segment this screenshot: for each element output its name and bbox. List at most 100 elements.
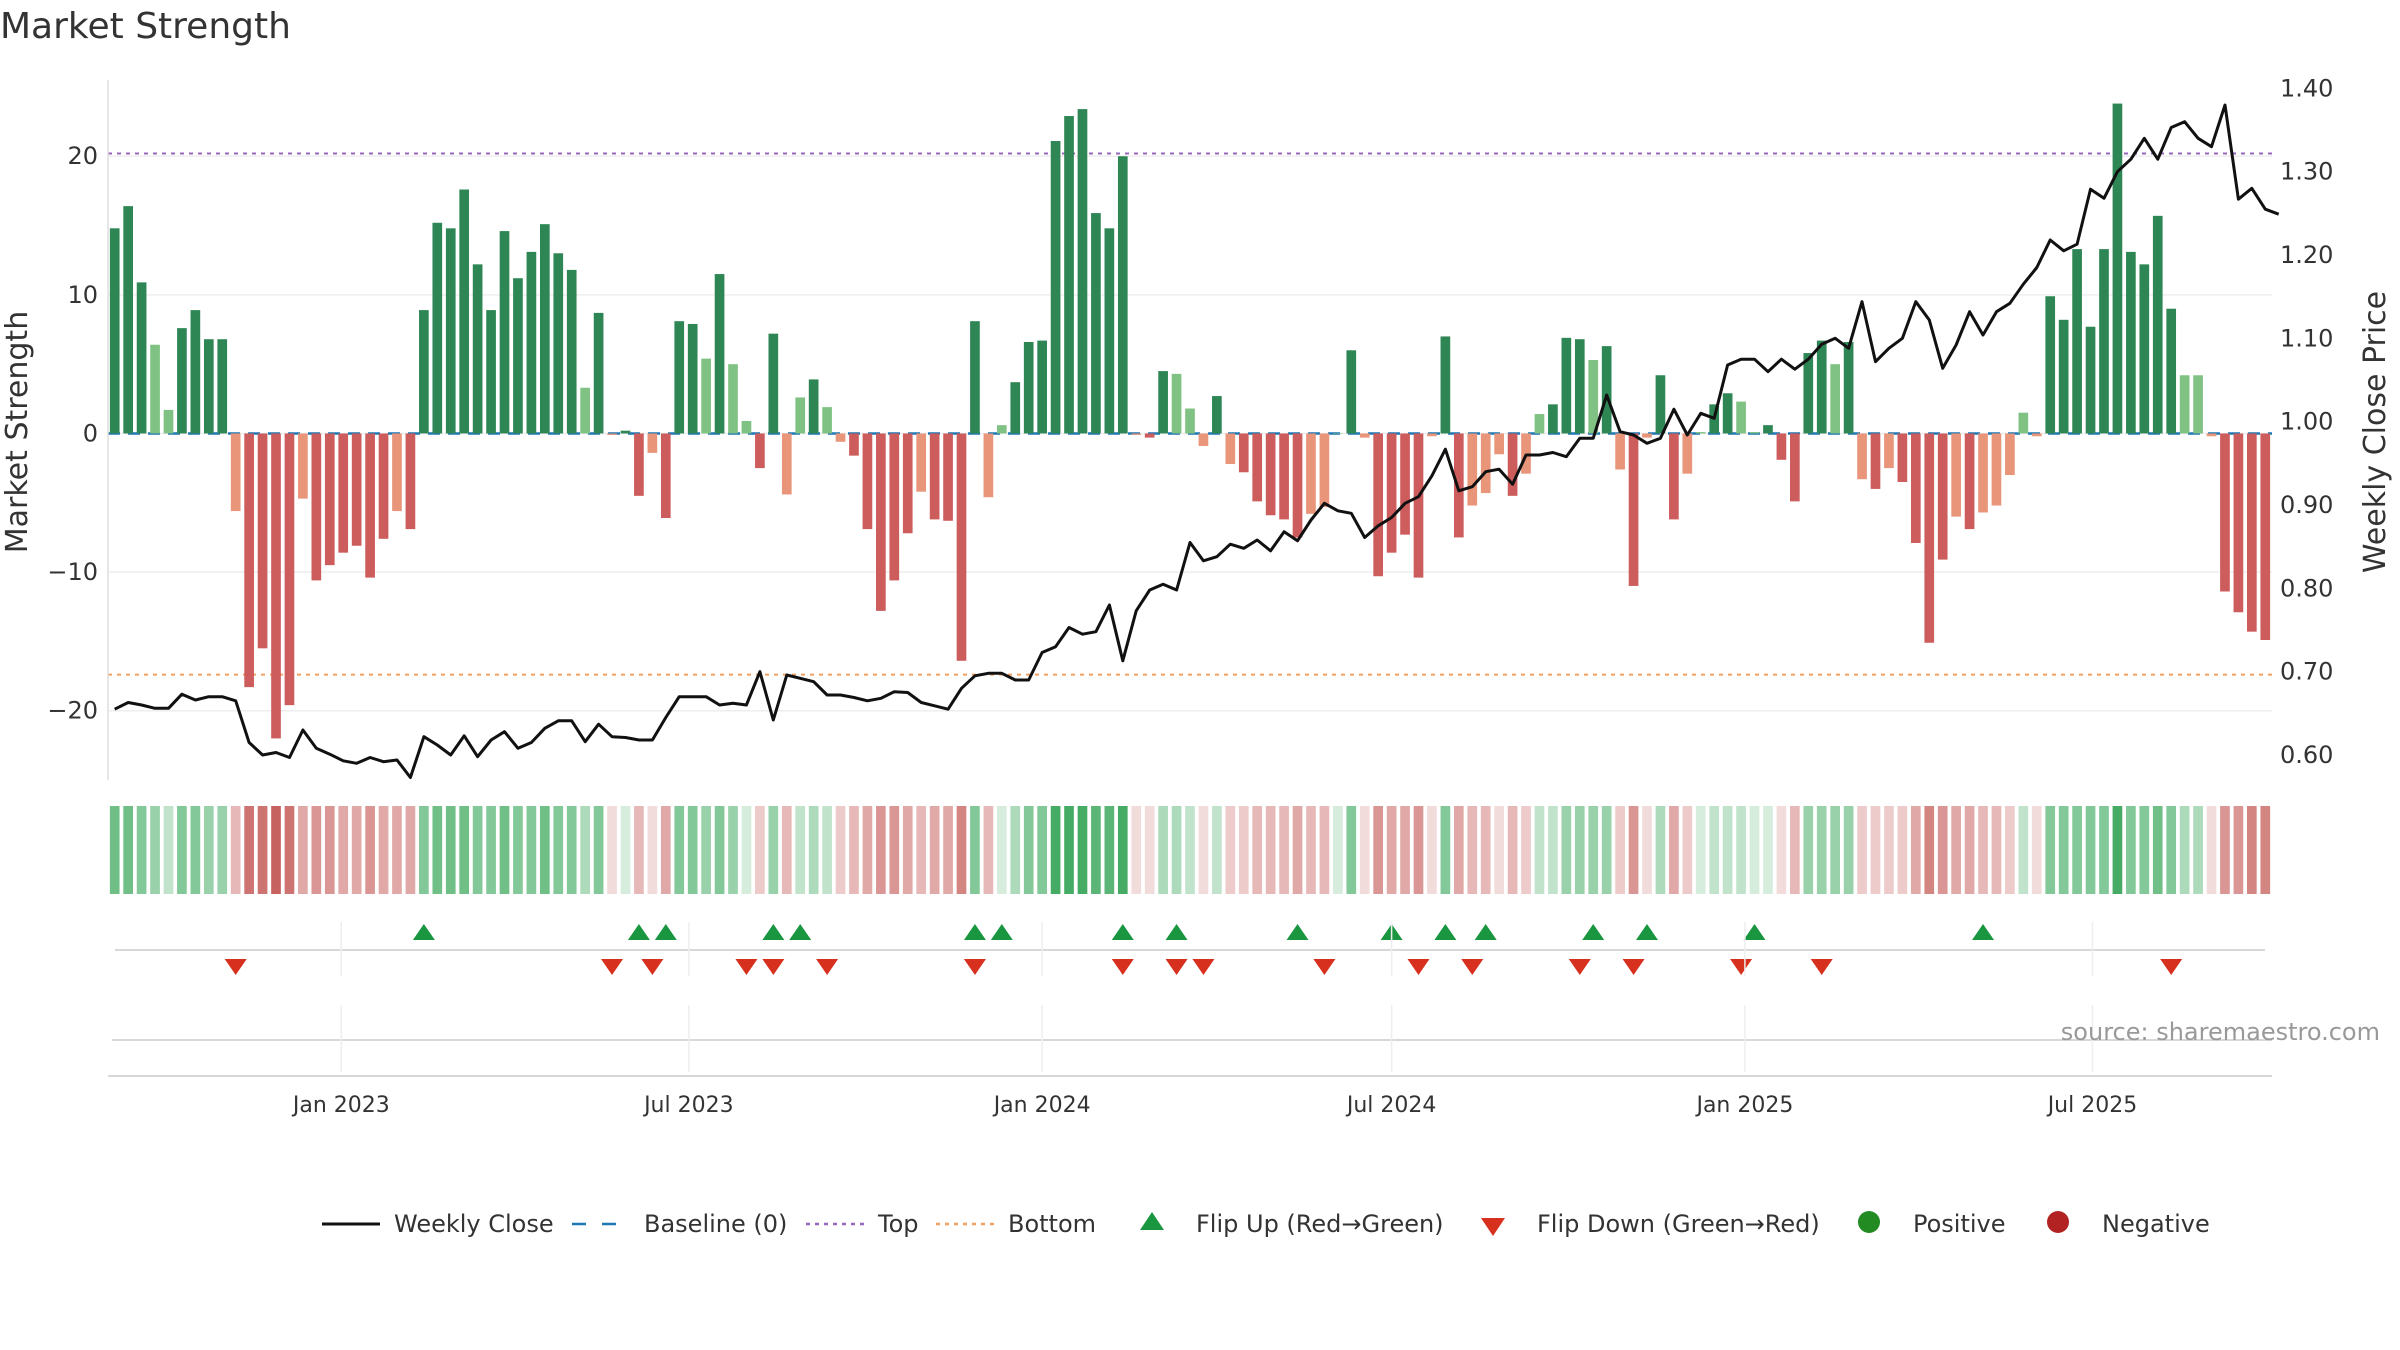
y-right-tick-label: 1.00 [2280, 408, 2333, 436]
strength-bar [620, 430, 631, 434]
strength-bar [1749, 432, 1760, 434]
strength-bar [1910, 433, 1921, 543]
legend-swatch [1481, 1218, 1505, 1236]
heat-cell [257, 806, 268, 894]
strength-bar [808, 379, 819, 434]
heat-cell [1319, 806, 1330, 894]
strength-bar [1171, 373, 1182, 434]
strength-bars [109, 103, 2271, 739]
strength-bar [419, 310, 429, 434]
heat-cell [1978, 806, 1988, 894]
strength-bar [338, 433, 349, 553]
heat-cell [1453, 806, 1464, 894]
strength-bar [1198, 433, 1209, 446]
strength-bar [593, 312, 604, 434]
strength-bar [365, 433, 375, 578]
strength-bar [2193, 375, 2203, 434]
heat-cell [2072, 806, 2082, 894]
flip-up-marker [762, 924, 785, 940]
heat-cell [1601, 806, 1612, 894]
heat-cell [1951, 806, 1961, 894]
strength-bar [1104, 228, 1115, 434]
heat-cell [2206, 806, 2217, 894]
strength-bar [1037, 340, 1047, 434]
heat-cell [1010, 806, 1021, 894]
strength-bar [1843, 341, 1854, 434]
strength-bar [862, 433, 873, 530]
flip-up-marker [1434, 924, 1457, 940]
flip-down-marker [1165, 959, 1188, 975]
heat-cell [163, 806, 174, 894]
heat-cell [1655, 806, 1666, 894]
heat-cell [1615, 806, 1625, 894]
strength-bar [2126, 251, 2136, 434]
heat-cell [1144, 806, 1155, 894]
heat-cell [445, 806, 456, 894]
heat-cell [351, 806, 362, 894]
heat-cell [1924, 806, 1935, 894]
strength-bar [1480, 433, 1491, 494]
heat-cell [1534, 806, 1545, 894]
heat-cell [1037, 806, 1047, 894]
strength-bar [177, 328, 187, 434]
strength-bar [1144, 433, 1155, 438]
legend-swatch [1858, 1211, 1880, 1233]
strength-bar [1494, 433, 1504, 455]
flip-down-marker [641, 959, 664, 975]
x-tick-label: Jul 2025 [2046, 1093, 2138, 1118]
flip-down-marker [762, 959, 785, 975]
strength-bar [378, 433, 389, 539]
heat-cell [1991, 806, 2002, 894]
strength-bar [1588, 360, 1599, 434]
heat-cell [1709, 806, 1720, 894]
strength-bar [755, 433, 765, 469]
strength-bar [1763, 425, 1773, 434]
heat-cell [755, 806, 765, 894]
heat-cell [580, 806, 590, 894]
strength-bar [1655, 375, 1666, 434]
strength-bar [1440, 336, 1451, 434]
flip-up-marker [627, 924, 650, 940]
heat-cell [2220, 806, 2230, 894]
heat-cell [1158, 806, 1168, 894]
heat-cell [781, 806, 792, 894]
heat-cell [1628, 806, 1639, 894]
heat-cell [217, 806, 228, 894]
y-left-tick-label: −20 [47, 697, 98, 725]
strength-bar [1937, 433, 1948, 560]
axes-layer: −20 −10 0 10 20 0.60 0.70 0.80 0.90 1.00 1.10 1.20 1… [47, 74, 2333, 780]
strength-bar [1467, 433, 1478, 506]
heat-cell [943, 806, 953, 894]
strength-bar [553, 253, 564, 434]
strength-bar [2246, 433, 2257, 632]
y-right-tick-label: 1.40 [2280, 74, 2333, 102]
heat-cell [2233, 806, 2244, 894]
heat-cell [1736, 806, 1746, 894]
legend-label: Negative [2102, 1210, 2210, 1238]
strength-bar [150, 344, 160, 434]
strength-bar [539, 224, 550, 434]
heat-cell [1494, 806, 1504, 894]
legend-label: Weekly Close [394, 1210, 554, 1238]
flip-down-marker [1730, 959, 1753, 975]
heat-cell [2031, 806, 2042, 894]
heat-cell [1790, 806, 1800, 894]
heat-cell [674, 806, 685, 894]
strength-bar [2179, 375, 2190, 434]
heat-cell [607, 806, 617, 894]
strength-bar [123, 206, 134, 434]
heat-cell [849, 806, 859, 894]
strength-bar [607, 433, 617, 435]
heat-cell [1897, 806, 1908, 894]
heat-cell [728, 806, 738, 894]
heat-cell [190, 806, 201, 894]
heat-cell [634, 806, 644, 894]
y-right-tick-label: 0.80 [2280, 574, 2333, 602]
x-tick-label: Jan 2025 [1694, 1093, 1793, 1118]
heat-cell [1857, 806, 1867, 894]
strength-bar [486, 310, 496, 434]
flip-up-marker [1635, 924, 1658, 940]
x-tick-label: Jul 2023 [642, 1093, 734, 1118]
strength-bar [1790, 433, 1800, 502]
strength-bar [1386, 433, 1397, 553]
